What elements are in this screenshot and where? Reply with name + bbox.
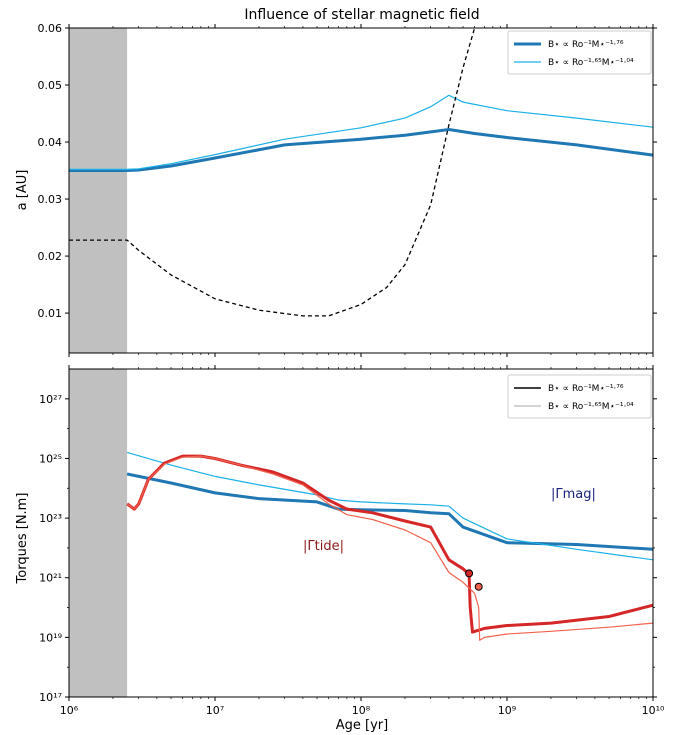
bottom-markers-group (465, 569, 483, 591)
bot-ytick-label: 10¹⁷ (39, 691, 62, 704)
top-ytick-label: 0.04 (38, 136, 63, 149)
top-ytick-label: 0.06 (38, 22, 63, 35)
transition-marker-0 (465, 569, 474, 578)
bot-series-line-0 (126, 472, 653, 551)
top-ytick-label: 0.02 (38, 250, 63, 263)
top-series-group (69, 28, 653, 317)
top-x-ticks (68, 24, 654, 357)
bot-series-line-1 (126, 451, 653, 561)
top-axes-frame (68, 27, 654, 354)
xtick-label: 10⁶ (60, 704, 79, 717)
top-legend-label-2: B⋆ ∝ Ro⁻¹·⁶⁵M⋆⁻¹·⁰⁴ (548, 58, 634, 68)
top-legend-box (507, 30, 652, 75)
top-series-line-0 (69, 128, 653, 172)
bottom-legend-box (507, 374, 652, 419)
bot-series-line-3 (126, 455, 653, 641)
transition-marker-1 (474, 582, 483, 591)
bot-ytick-label: 10²¹ (39, 572, 62, 585)
bottom-y-ticks: 10¹⁷ 10¹⁹ 10²¹ 10²³ 10²⁵ 10²⁷ (39, 393, 657, 704)
xtick-label: 10⁹ (498, 704, 516, 717)
bot-ytick-label: 10²⁵ (39, 452, 62, 465)
tide-torque-annotation: |Γtide| (303, 539, 344, 554)
bot-ytick-label: 10²³ (39, 512, 62, 525)
xtick-label: 10⁸ (352, 704, 371, 717)
bottom-x-ticks: 10⁶ 10⁷ 10⁸ 10⁹ 10¹⁰ (60, 365, 665, 717)
top-series-line-2 (69, 28, 476, 317)
mag-torque-annotation: |Γmag| (551, 487, 596, 502)
xtick-label: 10⁷ (206, 704, 224, 717)
bottom-legend-label-2: B⋆ ∝ Ro⁻¹·⁶⁵M⋆⁻¹·⁰⁴ (548, 402, 634, 412)
bot-series-line-2 (126, 454, 653, 634)
bottom-legend: B⋆ ∝ Ro⁻¹M⋆⁻¹·⁷⁶ B⋆ ∝ Ro⁻¹·⁶⁵M⋆⁻¹·⁰⁴ (507, 374, 652, 419)
xtick-label: 10¹⁰ (642, 704, 665, 717)
top-legend: B⋆ ∝ Ro⁻¹M⋆⁻¹·⁷⁶ B⋆ ∝ Ro⁻¹·⁶⁵M⋆⁻¹·⁰⁴ (507, 30, 652, 75)
bot-ytick-label: 10¹⁹ (39, 631, 62, 644)
top-y-axis-label: a [AU] (15, 170, 30, 211)
chart-title: Influence of stellar magnetic field (244, 7, 479, 23)
top-panel: 0.01 0.02 0.03 0.04 0.05 0.06 Influence of st… (15, 7, 657, 357)
bottom-series-group (126, 451, 653, 641)
top-shaded-region (69, 28, 128, 353)
top-ytick-label: 0.03 (38, 193, 63, 206)
top-series-line-1 (69, 94, 653, 170)
top-y-ticks: 0.01 0.02 0.03 0.04 0.05 0.06 (38, 22, 657, 320)
top-legend-label-1: B⋆ ∝ Ro⁻¹M⋆⁻¹·⁷⁶ (548, 40, 624, 50)
bottom-legend-label-1: B⋆ ∝ Ro⁻¹M⋆⁻¹·⁷⁶ (548, 384, 624, 394)
bottom-shaded-region (69, 369, 128, 697)
bottom-y-axis-label: Torques [N.m] (15, 493, 30, 585)
top-ytick-label: 0.01 (38, 307, 63, 320)
bot-ytick-label: 10²⁷ (39, 393, 62, 406)
top-ytick-label: 0.05 (38, 79, 63, 92)
x-axis-label: Age [yr] (336, 718, 388, 733)
